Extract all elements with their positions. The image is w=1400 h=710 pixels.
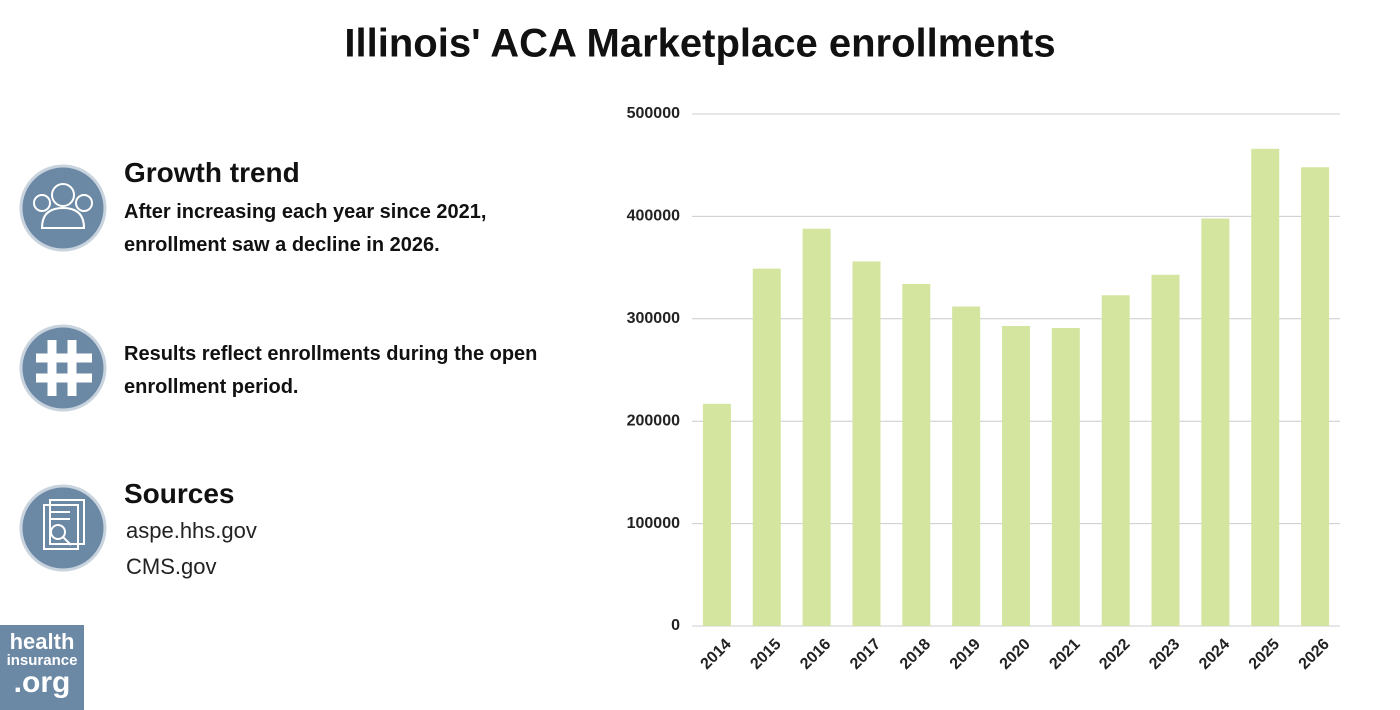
x-tick-label: 2016 <box>797 636 834 673</box>
x-tick-label: 2021 <box>1046 636 1083 673</box>
bar <box>1002 325 1030 626</box>
bar <box>1251 148 1280 627</box>
logo-text: insurance <box>6 652 78 669</box>
y-tick-label: 300000 <box>627 310 680 327</box>
x-tick-label: 2014 <box>698 636 735 673</box>
logo: health insurance .org <box>0 625 84 710</box>
info-text: Results reflect enrollments during the o… <box>124 343 538 398</box>
y-tick-label: 200000 <box>627 412 680 429</box>
x-tick-label: 2018 <box>897 636 934 673</box>
info-text: After increasing each year since 2021, e… <box>124 201 487 256</box>
y-tick-label: 0 <box>671 617 680 634</box>
x-tick-label: 2026 <box>1296 636 1333 673</box>
bar <box>902 283 931 626</box>
info-heading: Growth trend <box>124 157 300 188</box>
icon-hash <box>19 324 107 412</box>
logo-text: .org <box>13 666 71 699</box>
x-tick-label: 2015 <box>747 636 784 673</box>
x-tick-label: 2024 <box>1196 636 1233 673</box>
bar <box>1051 328 1080 626</box>
x-tick-label: 2020 <box>997 636 1034 673</box>
source-link: aspe.hhs.gov <box>126 518 257 543</box>
x-tick-label: 2025 <box>1246 636 1283 673</box>
icon-document <box>19 484 107 572</box>
bar <box>702 403 731 626</box>
y-tick-label: 400000 <box>627 208 680 225</box>
source-link: CMS.gov <box>126 554 217 579</box>
icon-people <box>19 164 107 252</box>
y-tick-label: 500000 <box>627 105 680 122</box>
bar <box>752 268 781 626</box>
bar <box>852 261 881 626</box>
y-tick-label: 100000 <box>627 515 680 532</box>
x-tick-label: 2017 <box>847 636 884 673</box>
info-heading: Sources <box>124 478 235 509</box>
bar <box>952 306 981 626</box>
x-tick-label: 2019 <box>947 636 984 673</box>
bar <box>1151 274 1180 626</box>
x-tick-label: 2022 <box>1096 636 1133 673</box>
bar <box>802 228 831 627</box>
x-tick-label: 2023 <box>1146 636 1183 673</box>
bar <box>1201 218 1230 626</box>
bar <box>1301 167 1330 627</box>
bar <box>1101 295 1130 626</box>
chart-title: Illinois' ACA Marketplace enrollments <box>344 22 1055 66</box>
logo-text: health <box>9 629 75 654</box>
